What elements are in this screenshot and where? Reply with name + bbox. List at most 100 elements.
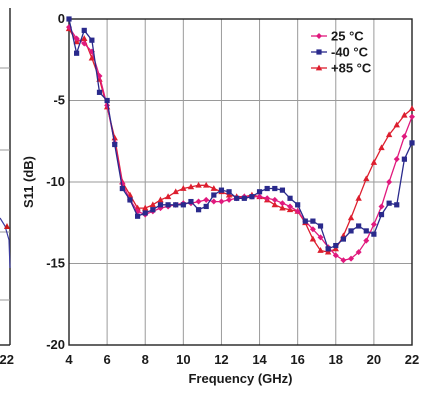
data-point: [408, 105, 416, 112]
x-axis-ticks: 4 6 8 10 12 14 16 18 20 22: [65, 352, 419, 367]
series-line-1: [68, 18, 413, 250]
data-point: [394, 202, 400, 208]
left-panel-tick-label: 22: [0, 352, 14, 367]
data-point: [256, 193, 263, 200]
data-point: [370, 159, 378, 165]
data-point: [363, 175, 370, 182]
data-point: [74, 50, 80, 56]
y-axis-ticks: 0 -5 -10 -15 -20: [46, 11, 65, 352]
data-point: [218, 198, 225, 205]
x-tick-label: 18: [329, 352, 343, 367]
legend-label: 25 °C: [331, 29, 364, 44]
left-partial-panel: 22: [0, 8, 14, 367]
data-point: [96, 89, 103, 95]
data-point: [340, 257, 347, 264]
data-point: [355, 194, 362, 201]
data-point: [279, 204, 286, 211]
data-point: [378, 203, 385, 210]
legend-marker: [316, 49, 322, 55]
data-point: [378, 144, 385, 151]
y-tick-label: -20: [46, 337, 65, 352]
data-point: [370, 221, 377, 228]
legend-entry-0: 25 °C: [311, 29, 364, 44]
data-point: [332, 245, 339, 252]
data-point: [165, 202, 171, 208]
y-tick-label: -5: [53, 93, 65, 108]
data-point: [150, 207, 156, 213]
data-point: [210, 185, 218, 191]
data-point: [195, 207, 202, 213]
data-point: [310, 218, 316, 224]
data-point: [88, 54, 96, 61]
y-tick-label: -10: [46, 174, 65, 189]
y-axis-label: S11 (dB): [21, 156, 36, 208]
data-point: [180, 185, 187, 191]
x-tick-label: 6: [103, 352, 110, 367]
data-point: [317, 223, 324, 229]
data-point: [127, 197, 133, 203]
data-point: [225, 191, 233, 198]
data-point: [279, 200, 286, 207]
data-point: [81, 35, 88, 41]
data-point: [294, 208, 301, 215]
data-point: [393, 156, 400, 163]
x-axis-label: Frequency (GHz): [188, 371, 292, 386]
data-point: [211, 192, 217, 198]
data-point: [203, 181, 210, 188]
x-tick-label: 12: [214, 352, 228, 367]
data-point: [135, 213, 141, 219]
data-point: [142, 210, 148, 216]
data-point: [333, 242, 339, 249]
x-tick-label: 22: [405, 352, 419, 367]
data-point: [218, 187, 225, 193]
x-tick-label: 16: [290, 352, 304, 367]
data-point: [386, 179, 393, 185]
data-point: [256, 189, 263, 195]
data-point: [264, 195, 271, 202]
series-line-2: [68, 28, 413, 253]
data-point: [226, 196, 233, 203]
x-tick-label: 4: [65, 352, 73, 367]
y-tick-label: 0: [58, 11, 65, 26]
legend-entry-1: -40 °C: [311, 45, 369, 60]
legend-label: -40 °C: [331, 45, 369, 60]
data-point: [271, 201, 278, 208]
left-panel-marker: [4, 223, 10, 229]
data-point: [142, 204, 149, 211]
data-point: [66, 16, 72, 22]
data-point: [81, 27, 87, 34]
data-point: [317, 234, 324, 241]
data-point: [226, 189, 232, 195]
data-point: [378, 212, 385, 218]
data-point: [309, 226, 316, 233]
legend: 25 °C-40 °C+85 °C: [311, 29, 372, 76]
plot-frame: [68, 18, 413, 346]
left-panel-line: [0, 217, 11, 269]
data-point: [332, 252, 339, 259]
data-point: [355, 249, 362, 256]
data-point: [348, 255, 355, 262]
data-point: [340, 236, 346, 242]
data-point: [271, 196, 278, 203]
data-point: [356, 223, 362, 229]
series-1: [66, 16, 415, 252]
data-point: [371, 231, 377, 237]
data-point: [409, 140, 415, 146]
data-point: [272, 185, 278, 192]
data-point: [203, 196, 210, 203]
y-tick-label: -15: [46, 256, 65, 271]
data-point: [89, 37, 95, 43]
data-point: [210, 198, 217, 205]
data-point: [295, 202, 301, 208]
data-point: [119, 185, 125, 192]
x-tick-label: 20: [367, 352, 381, 367]
data-point: [317, 247, 324, 253]
data-point: [112, 141, 118, 148]
data-point: [401, 156, 407, 162]
data-point: [287, 203, 294, 210]
data-point: [81, 40, 88, 47]
legend-marker: [315, 64, 323, 71]
data-point: [287, 195, 293, 201]
x-tick-label: 8: [142, 352, 149, 367]
